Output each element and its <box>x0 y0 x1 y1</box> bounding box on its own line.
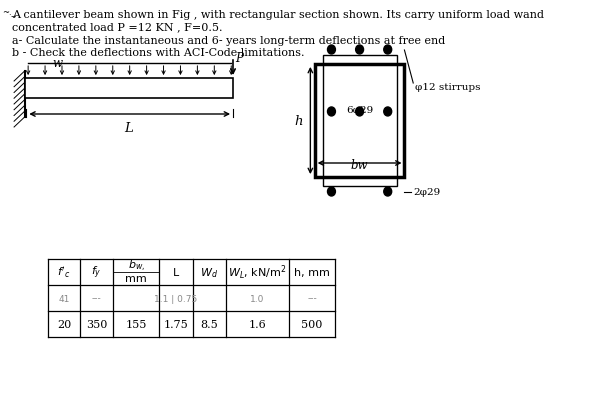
Text: a- Calculate the instantaneous and 6- years long-term deflections at free end: a- Calculate the instantaneous and 6- ye… <box>12 36 445 46</box>
Text: P⁤: P⁤ <box>235 52 242 65</box>
Text: 1.75: 1.75 <box>164 319 188 329</box>
Text: 41: 41 <box>59 294 70 303</box>
Circle shape <box>356 46 364 55</box>
Text: 20: 20 <box>57 319 72 329</box>
Text: b - Check the deflections with ACI-Code limitations.: b - Check the deflections with ACI-Code … <box>12 48 305 58</box>
Circle shape <box>327 46 335 55</box>
Text: 1.0: 1.0 <box>250 294 265 303</box>
Text: h: h <box>295 115 303 128</box>
Text: h, mm: h, mm <box>294 267 330 277</box>
Text: 6φ29: 6φ29 <box>346 106 373 115</box>
Text: w: w <box>53 57 63 70</box>
Text: L: L <box>173 267 179 277</box>
Text: 350: 350 <box>86 319 107 329</box>
Circle shape <box>384 46 391 55</box>
Bar <box>322 56 396 187</box>
Circle shape <box>327 188 335 197</box>
Text: bw: bw <box>351 159 368 171</box>
Text: ---: --- <box>307 294 317 303</box>
Bar <box>315 65 404 178</box>
Circle shape <box>384 188 391 197</box>
Text: 1.1 | 0.75: 1.1 | 0.75 <box>154 294 198 303</box>
Text: mm: mm <box>125 274 147 284</box>
Text: 500: 500 <box>301 319 323 329</box>
Bar <box>25 79 233 99</box>
Text: L: L <box>124 122 133 135</box>
Text: $W_d$: $W_d$ <box>200 266 218 279</box>
Text: 8.5: 8.5 <box>201 319 218 329</box>
Text: concentrated load P⁤ =12 KN , F=0.5.: concentrated load P⁤ =12 KN , F=0.5. <box>12 22 223 32</box>
Text: ~._: ~._ <box>2 8 16 17</box>
Text: φ12 stirrups: φ12 stirrups <box>415 83 481 92</box>
Text: ---: --- <box>92 294 102 303</box>
Text: 1.6: 1.6 <box>248 319 267 329</box>
Circle shape <box>384 108 391 117</box>
Text: $f'_c$: $f'_c$ <box>58 265 71 280</box>
Text: $W_L$, kN/m$^2$: $W_L$, kN/m$^2$ <box>228 263 287 282</box>
Text: A cantilever beam shown in Fig , with rectangular section shown. Its carry unifo: A cantilever beam shown in Fig , with re… <box>12 10 544 20</box>
Text: $b_{w,}$: $b_{w,}$ <box>128 258 145 273</box>
Circle shape <box>356 108 364 117</box>
Text: $f_y$: $f_y$ <box>92 264 102 280</box>
Text: 155: 155 <box>125 319 147 329</box>
Text: 2φ29: 2φ29 <box>413 188 441 197</box>
Circle shape <box>327 108 335 117</box>
